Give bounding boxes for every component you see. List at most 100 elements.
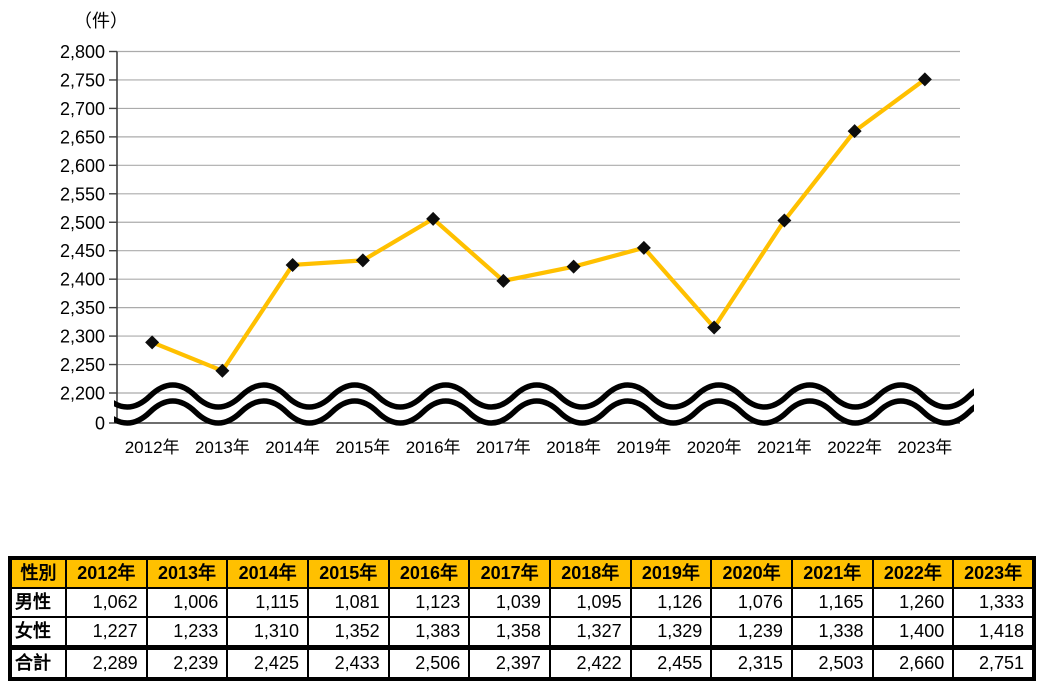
table-header-cell-year: 2012年	[65, 557, 148, 589]
value-cell: 1,076	[710, 587, 793, 618]
y-axis-tick-label: 2,700	[60, 99, 105, 119]
value-cell: 1,233	[145, 616, 229, 649]
y-axis-origin-label: 0	[95, 414, 105, 434]
value-cell: 1,081	[306, 587, 390, 618]
value-cell: 2,660	[871, 645, 955, 680]
value-cell: 1,338	[790, 616, 874, 649]
total-cases-line-chart: （件） 2,200 2,250 2,300 2,350 2,400 2,450 2,500 2…	[60, 11, 974, 457]
x-axis-category-label: 2013年	[195, 438, 250, 457]
data-point-marker[interactable]	[285, 257, 300, 272]
table-header-cell-year: 2015年	[306, 557, 390, 589]
x-axis-category-label: 2022年	[827, 438, 882, 457]
value-cell: 1,333	[952, 587, 1035, 618]
value-cell: 1,062	[65, 587, 148, 618]
table-header-row: 性別 2012年 2013年 2014年 2015年 2016年 2017年 2018年 201…	[9, 557, 1035, 589]
value-cell: 1,418	[952, 616, 1035, 649]
row-label-cell: 合計	[9, 645, 67, 680]
value-cell: 1,352	[306, 616, 390, 649]
y-axis-tick-label: 2,400	[60, 270, 105, 290]
row-label-cell: 男性	[9, 587, 67, 618]
value-cell: 1,126	[629, 587, 713, 618]
value-cell: 2,503	[790, 645, 874, 680]
data-point-marker[interactable]	[777, 213, 792, 228]
y-axis-tick-label: 2,300	[60, 327, 105, 347]
table-header-cell-year: 2013年	[145, 557, 229, 589]
value-cell: 2,433	[306, 645, 390, 680]
y-axis-tick-label: 2,450	[60, 241, 105, 261]
axis-break-wave	[114, 382, 974, 410]
x-axis-category-label: 2016年	[406, 438, 461, 457]
data-point-marker[interactable]	[215, 363, 230, 378]
chart-canvas: （件） 2,200 2,250 2,300 2,350 2,400 2,450 2,500 2…	[60, 11, 974, 457]
y-axis-tick-label: 2,200	[60, 384, 105, 404]
value-cell: 1,383	[387, 616, 471, 649]
x-axis-category-label: 2020年	[687, 438, 742, 457]
x-axis-category-label: 2014年	[265, 438, 320, 457]
value-cell: 1,310	[226, 616, 309, 649]
y-axis-tick-label: 2,250	[60, 355, 105, 375]
y-axis-tick-label: 2,600	[60, 156, 105, 176]
table-body: 男性 1,062 1,006 1,115 1,081 1,123 1,039 1,095 1,1…	[9, 587, 1035, 680]
row-label-cell: 女性	[9, 616, 67, 649]
table-header-cell-year: 2021年	[790, 557, 874, 589]
table-header-cell-year: 2023年	[952, 557, 1035, 589]
value-cell: 1,327	[548, 616, 632, 649]
value-cell: 2,455	[629, 645, 713, 680]
axis-break-wave	[114, 398, 974, 426]
value-cell: 1,400	[871, 616, 955, 649]
data-point-marker[interactable]	[566, 259, 581, 274]
value-cell: 1,165	[790, 587, 874, 618]
value-cell: 1,239	[710, 616, 793, 649]
table-header-cell-year: 2014年	[226, 557, 309, 589]
total-series-line	[151, 77, 927, 374]
table-header-cell-year: 2016年	[387, 557, 471, 589]
data-point-marker[interactable]	[355, 253, 370, 268]
table-header-cell-year: 2020年	[710, 557, 793, 589]
data-point-marker[interactable]	[496, 273, 511, 288]
data-point-marker[interactable]	[426, 211, 441, 226]
table-row-0: 男性 1,062 1,006 1,115 1,081 1,123 1,039 1,095 1,1…	[9, 587, 1035, 618]
value-cell: 1,260	[871, 587, 955, 618]
x-axis-category-label: 2012年	[125, 438, 180, 457]
value-cell: 1,006	[145, 587, 229, 618]
x-axis-category-label: 2017年	[476, 438, 531, 457]
table-row-1: 女性 1,227 1,233 1,310 1,352 1,383 1,358 1,327 1,3…	[9, 616, 1035, 649]
table-header-cell-year: 2018年	[548, 557, 632, 589]
value-cell: 1,095	[548, 587, 632, 618]
y-axis-tick-label: 2,500	[60, 213, 105, 233]
x-axis-category-label: 2015年	[335, 438, 390, 457]
value-cell: 2,239	[145, 645, 229, 680]
table-header: 性別 2012年 2013年 2014年 2015年 2016年 2017年 2018年 201…	[9, 557, 1035, 589]
data-point-marker[interactable]	[847, 124, 862, 139]
data-point-marker[interactable]	[636, 240, 651, 255]
value-cell: 1,123	[387, 587, 471, 618]
y-axis-tick-label: 2,750	[60, 70, 105, 90]
table-header-cell-year: 2017年	[468, 557, 551, 589]
value-cell: 1,115	[226, 587, 309, 618]
x-axis-category-label: 2018年	[546, 438, 601, 457]
data-point-marker[interactable]	[917, 72, 932, 87]
value-cell: 2,425	[226, 645, 309, 680]
data-point-marker[interactable]	[707, 320, 722, 335]
x-axis-category-label: 2021年	[757, 438, 812, 457]
table-header-cell-year: 2022年	[871, 557, 955, 589]
value-cell: 1,227	[65, 616, 148, 649]
cases-by-gender-table: 性別 2012年 2013年 2014年 2015年 2016年 2017年 2018年 201…	[8, 556, 1036, 681]
value-cell: 2,397	[468, 645, 551, 680]
value-cell: 2,751	[952, 645, 1035, 680]
value-cell: 1,039	[468, 587, 551, 618]
table-row-total: 合計 2,289 2,239 2,425 2,433 2,506 2,397 2,422 2,4…	[9, 645, 1035, 680]
y-axis-tick-label: 2,550	[60, 184, 105, 204]
value-cell: 2,315	[710, 645, 793, 680]
value-cell: 2,422	[548, 645, 632, 680]
x-axis-category-label: 2023年	[897, 438, 952, 457]
table-header-cell-gender: 性別	[9, 557, 67, 589]
table-header-cell-year: 2019年	[629, 557, 713, 589]
y-axis-tick-label: 2,350	[60, 298, 105, 318]
y-axis-tick-label: 2,800	[60, 42, 105, 62]
value-cell: 2,506	[387, 645, 471, 680]
data-point-marker[interactable]	[145, 335, 160, 350]
value-cell: 1,329	[629, 616, 713, 649]
y-axis-tick-label: 2,650	[60, 127, 105, 147]
